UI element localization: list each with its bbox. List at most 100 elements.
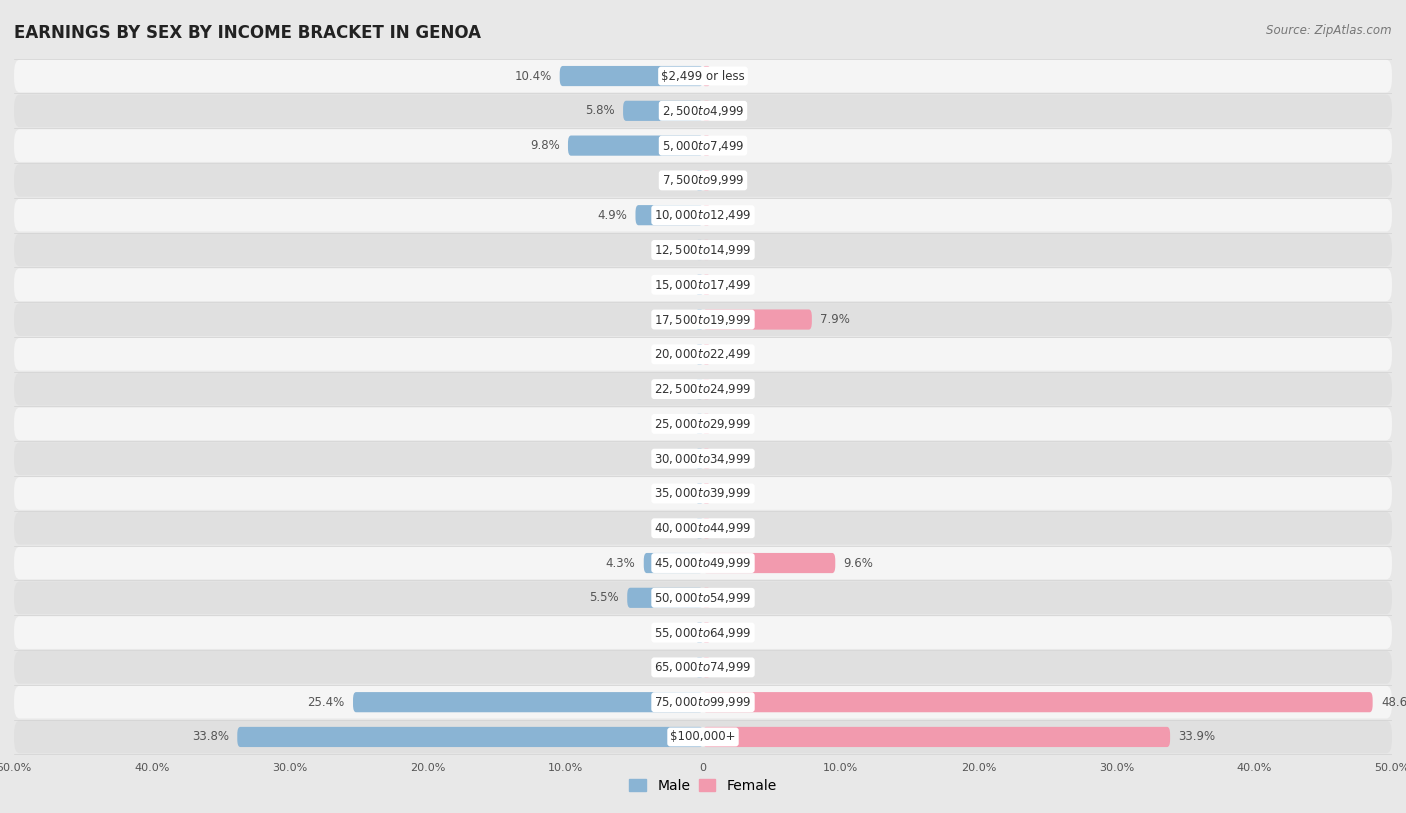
FancyBboxPatch shape bbox=[560, 66, 703, 86]
Text: $2,500 to $4,999: $2,500 to $4,999 bbox=[662, 104, 744, 118]
Text: $2,499 or less: $2,499 or less bbox=[661, 70, 745, 83]
FancyBboxPatch shape bbox=[14, 268, 1392, 301]
FancyBboxPatch shape bbox=[14, 407, 1392, 441]
FancyBboxPatch shape bbox=[627, 588, 703, 608]
Text: $17,500 to $19,999: $17,500 to $19,999 bbox=[654, 312, 752, 327]
FancyBboxPatch shape bbox=[696, 379, 703, 399]
FancyBboxPatch shape bbox=[703, 727, 1170, 747]
FancyBboxPatch shape bbox=[703, 170, 710, 190]
Text: $40,000 to $44,999: $40,000 to $44,999 bbox=[654, 521, 752, 535]
Text: 0.0%: 0.0% bbox=[718, 661, 748, 674]
FancyBboxPatch shape bbox=[696, 240, 703, 260]
FancyBboxPatch shape bbox=[703, 310, 811, 329]
Text: 48.6%: 48.6% bbox=[1381, 696, 1406, 709]
FancyBboxPatch shape bbox=[568, 136, 703, 156]
FancyBboxPatch shape bbox=[696, 449, 703, 469]
FancyBboxPatch shape bbox=[623, 101, 703, 121]
Text: 0.0%: 0.0% bbox=[658, 313, 688, 326]
FancyBboxPatch shape bbox=[703, 623, 710, 643]
Text: $22,500 to $24,999: $22,500 to $24,999 bbox=[654, 382, 752, 396]
Text: $65,000 to $74,999: $65,000 to $74,999 bbox=[654, 660, 752, 675]
Text: 0.0%: 0.0% bbox=[658, 417, 688, 430]
Text: $25,000 to $29,999: $25,000 to $29,999 bbox=[654, 417, 752, 431]
FancyBboxPatch shape bbox=[703, 136, 710, 156]
FancyBboxPatch shape bbox=[14, 164, 1392, 197]
Text: 5.5%: 5.5% bbox=[589, 591, 619, 604]
Text: $100,000+: $100,000+ bbox=[671, 730, 735, 743]
Text: 0.0%: 0.0% bbox=[658, 487, 688, 500]
FancyBboxPatch shape bbox=[703, 588, 710, 608]
FancyBboxPatch shape bbox=[703, 205, 710, 225]
Text: 10.4%: 10.4% bbox=[515, 70, 551, 83]
FancyBboxPatch shape bbox=[703, 379, 710, 399]
Text: $75,000 to $99,999: $75,000 to $99,999 bbox=[654, 695, 752, 709]
Text: 4.3%: 4.3% bbox=[606, 557, 636, 570]
Text: 25.4%: 25.4% bbox=[308, 696, 344, 709]
FancyBboxPatch shape bbox=[703, 449, 710, 469]
FancyBboxPatch shape bbox=[14, 303, 1392, 336]
FancyBboxPatch shape bbox=[14, 651, 1392, 684]
FancyBboxPatch shape bbox=[703, 414, 710, 434]
FancyBboxPatch shape bbox=[703, 692, 1372, 712]
FancyBboxPatch shape bbox=[14, 477, 1392, 510]
FancyBboxPatch shape bbox=[14, 686, 1392, 719]
FancyBboxPatch shape bbox=[703, 344, 710, 364]
Text: 0.0%: 0.0% bbox=[658, 452, 688, 465]
Text: $5,000 to $7,499: $5,000 to $7,499 bbox=[662, 138, 744, 153]
Text: Source: ZipAtlas.com: Source: ZipAtlas.com bbox=[1267, 24, 1392, 37]
FancyBboxPatch shape bbox=[703, 657, 710, 677]
Text: 0.0%: 0.0% bbox=[718, 487, 748, 500]
FancyBboxPatch shape bbox=[14, 616, 1392, 649]
FancyBboxPatch shape bbox=[703, 275, 710, 295]
Text: 0.0%: 0.0% bbox=[718, 348, 748, 361]
Text: 4.9%: 4.9% bbox=[598, 209, 627, 222]
Text: 7.9%: 7.9% bbox=[820, 313, 851, 326]
FancyBboxPatch shape bbox=[703, 240, 710, 260]
FancyBboxPatch shape bbox=[14, 581, 1392, 614]
Text: 0.0%: 0.0% bbox=[718, 591, 748, 604]
Text: 33.9%: 33.9% bbox=[1178, 730, 1216, 743]
FancyBboxPatch shape bbox=[696, 657, 703, 677]
Text: 0.0%: 0.0% bbox=[658, 661, 688, 674]
Text: EARNINGS BY SEX BY INCOME BRACKET IN GENOA: EARNINGS BY SEX BY INCOME BRACKET IN GEN… bbox=[14, 24, 481, 42]
Text: 0.0%: 0.0% bbox=[718, 174, 748, 187]
Text: 0.0%: 0.0% bbox=[718, 70, 748, 83]
Text: 0.0%: 0.0% bbox=[658, 626, 688, 639]
Text: 33.8%: 33.8% bbox=[193, 730, 229, 743]
Text: 0.0%: 0.0% bbox=[718, 104, 748, 117]
FancyBboxPatch shape bbox=[644, 553, 703, 573]
FancyBboxPatch shape bbox=[14, 338, 1392, 371]
Text: 0.0%: 0.0% bbox=[658, 243, 688, 256]
FancyBboxPatch shape bbox=[696, 484, 703, 503]
Text: 0.0%: 0.0% bbox=[658, 278, 688, 291]
Text: $45,000 to $49,999: $45,000 to $49,999 bbox=[654, 556, 752, 570]
Text: 0.0%: 0.0% bbox=[658, 348, 688, 361]
Text: 0.0%: 0.0% bbox=[718, 522, 748, 535]
FancyBboxPatch shape bbox=[14, 372, 1392, 406]
Text: $50,000 to $54,999: $50,000 to $54,999 bbox=[654, 591, 752, 605]
FancyBboxPatch shape bbox=[696, 170, 703, 190]
FancyBboxPatch shape bbox=[14, 233, 1392, 267]
FancyBboxPatch shape bbox=[14, 512, 1392, 545]
FancyBboxPatch shape bbox=[703, 66, 710, 86]
Text: $12,500 to $14,999: $12,500 to $14,999 bbox=[654, 243, 752, 257]
Text: 5.8%: 5.8% bbox=[585, 104, 614, 117]
Text: $15,000 to $17,499: $15,000 to $17,499 bbox=[654, 278, 752, 292]
Text: $35,000 to $39,999: $35,000 to $39,999 bbox=[654, 486, 752, 501]
Text: $7,500 to $9,999: $7,500 to $9,999 bbox=[662, 173, 744, 188]
Text: 9.6%: 9.6% bbox=[844, 557, 873, 570]
Legend: Male, Female: Male, Female bbox=[624, 773, 782, 798]
FancyBboxPatch shape bbox=[703, 101, 710, 121]
Text: $20,000 to $22,499: $20,000 to $22,499 bbox=[654, 347, 752, 361]
Text: 0.0%: 0.0% bbox=[658, 383, 688, 396]
FancyBboxPatch shape bbox=[14, 59, 1392, 93]
FancyBboxPatch shape bbox=[696, 518, 703, 538]
FancyBboxPatch shape bbox=[696, 310, 703, 329]
FancyBboxPatch shape bbox=[696, 623, 703, 643]
FancyBboxPatch shape bbox=[14, 442, 1392, 475]
Text: 0.0%: 0.0% bbox=[658, 174, 688, 187]
FancyBboxPatch shape bbox=[14, 199, 1392, 232]
Text: 0.0%: 0.0% bbox=[718, 383, 748, 396]
FancyBboxPatch shape bbox=[14, 720, 1392, 754]
Text: 0.0%: 0.0% bbox=[718, 452, 748, 465]
